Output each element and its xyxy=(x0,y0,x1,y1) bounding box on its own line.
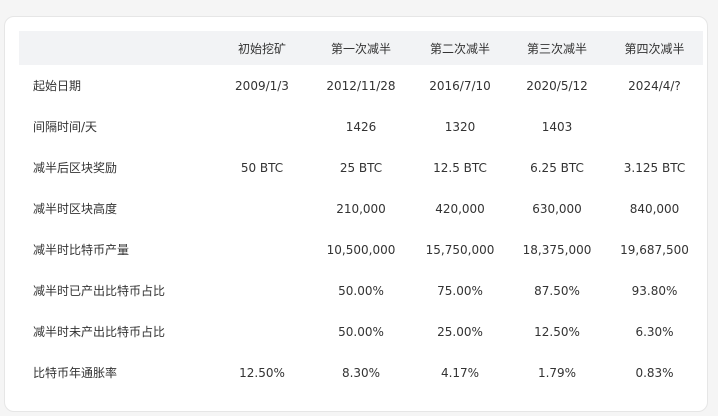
table-row: 起始日期 2009/1/3 2012/11/28 2016/7/10 2020/… xyxy=(19,65,703,106)
header-cell-second-halving: 第二次减半 xyxy=(429,41,490,56)
row-label-block-reward: 减半后区块奖励 xyxy=(33,161,118,175)
table-cell: 12.50% xyxy=(239,365,285,380)
table-row: 间隔时间/天 1426 1320 1403 xyxy=(19,106,703,147)
table-row: 减半时未产出比特币占比 50.00% 25.00% 12.50% 6.30% xyxy=(19,311,703,352)
row-label-unmined-ratio: 减半时未产出比特币占比 xyxy=(33,325,166,339)
table-cell: 2024/4/? xyxy=(628,78,681,93)
table-cell: 18,375,000 xyxy=(522,242,592,257)
table-cell: 50.00% xyxy=(338,283,384,298)
table-cell: 12.5 BTC xyxy=(433,160,487,175)
table-cell: 210,000 xyxy=(336,201,386,216)
table-cell: 12.50% xyxy=(534,324,580,339)
table-cell: 6.25 BTC xyxy=(530,160,584,175)
table-cell: 2016/7/10 xyxy=(429,78,491,93)
table-row: 减半后区块奖励 50 BTC 25 BTC 12.5 BTC 6.25 BTC … xyxy=(19,147,703,188)
table-cell: 1320 xyxy=(444,119,476,134)
table-row: 减半时比特币产量 10,500,000 15,750,000 18,375,00… xyxy=(19,229,703,270)
row-label-block-height: 减半时区块高度 xyxy=(33,202,118,216)
table-cell: 3.125 BTC xyxy=(623,160,686,175)
table-cell: 25 BTC xyxy=(339,160,383,175)
table-row: 减半时已产出比特币占比 50.00% 75.00% 87.50% 93.80% xyxy=(19,270,703,311)
table-cell: 50 BTC xyxy=(240,160,284,175)
row-label-start-date: 起始日期 xyxy=(33,79,82,93)
header-cell-third-halving: 第三次减半 xyxy=(526,41,587,56)
table-cell: 2012/11/28 xyxy=(326,78,396,93)
table-cell: 4.17% xyxy=(440,365,480,380)
header-cell-initial-mining: 初始挖矿 xyxy=(237,41,286,56)
table-cell: 1.79% xyxy=(537,365,577,380)
table-cell: 1426 xyxy=(345,119,377,134)
row-label-btc-supply: 减半时比特币产量 xyxy=(33,243,130,257)
table-cell xyxy=(214,270,310,311)
table-cell: 15,750,000 xyxy=(425,242,495,257)
table-cell: 6.30% xyxy=(635,324,674,339)
table-cell: 840,000 xyxy=(629,201,680,216)
table-cell xyxy=(606,106,703,147)
table-cell: 630,000 xyxy=(532,201,582,216)
table-cell: 2020/5/12 xyxy=(526,78,588,93)
table-cell: 420,000 xyxy=(435,201,485,216)
header-cell-first-halving: 第一次减半 xyxy=(330,41,391,56)
row-label-mined-ratio: 减半时已产出比特币占比 xyxy=(33,284,166,298)
table-cell: 19,687,500 xyxy=(620,242,689,257)
table-cell xyxy=(214,311,310,352)
table-cell: 0.83% xyxy=(635,365,674,380)
table-cell: 10,500,000 xyxy=(326,242,396,257)
header-cell-empty xyxy=(19,31,214,65)
table-cell: 87.50% xyxy=(534,283,580,298)
header-cell-fourth-halving: 第四次减半 xyxy=(624,41,685,56)
table-cell: 1403 xyxy=(541,119,573,134)
table-cell: 93.80% xyxy=(631,283,678,298)
table-row: 减半时区块高度 210,000 420,000 630,000 840,000 xyxy=(19,188,703,229)
row-label-inflation-rate: 比特币年通胀率 xyxy=(33,366,118,380)
table-cell: 75.00% xyxy=(437,283,483,298)
table-cell: 8.30% xyxy=(341,365,381,380)
table-row: 比特币年通胀率 12.50% 8.30% 4.17% 1.79% 0.83% xyxy=(19,352,703,393)
halving-table-card: 初始挖矿 第一次减半 第二次减半 第三次减半 第四次减半 起始日期 2009/1… xyxy=(4,16,708,412)
table-cell: 25.00% xyxy=(437,324,483,339)
bitcoin-halving-table: 初始挖矿 第一次减半 第二次减半 第三次减半 第四次减半 起始日期 2009/1… xyxy=(19,31,703,393)
table-cell xyxy=(214,188,310,229)
table-cell: 50.00% xyxy=(338,324,384,339)
table-cell xyxy=(214,229,310,270)
table-header-row: 初始挖矿 第一次减半 第二次减半 第三次减半 第四次减半 xyxy=(19,31,703,65)
row-label-interval-days: 间隔时间/天 xyxy=(33,120,98,134)
table-cell xyxy=(214,106,310,147)
table-cell: 2009/1/3 xyxy=(235,78,289,93)
